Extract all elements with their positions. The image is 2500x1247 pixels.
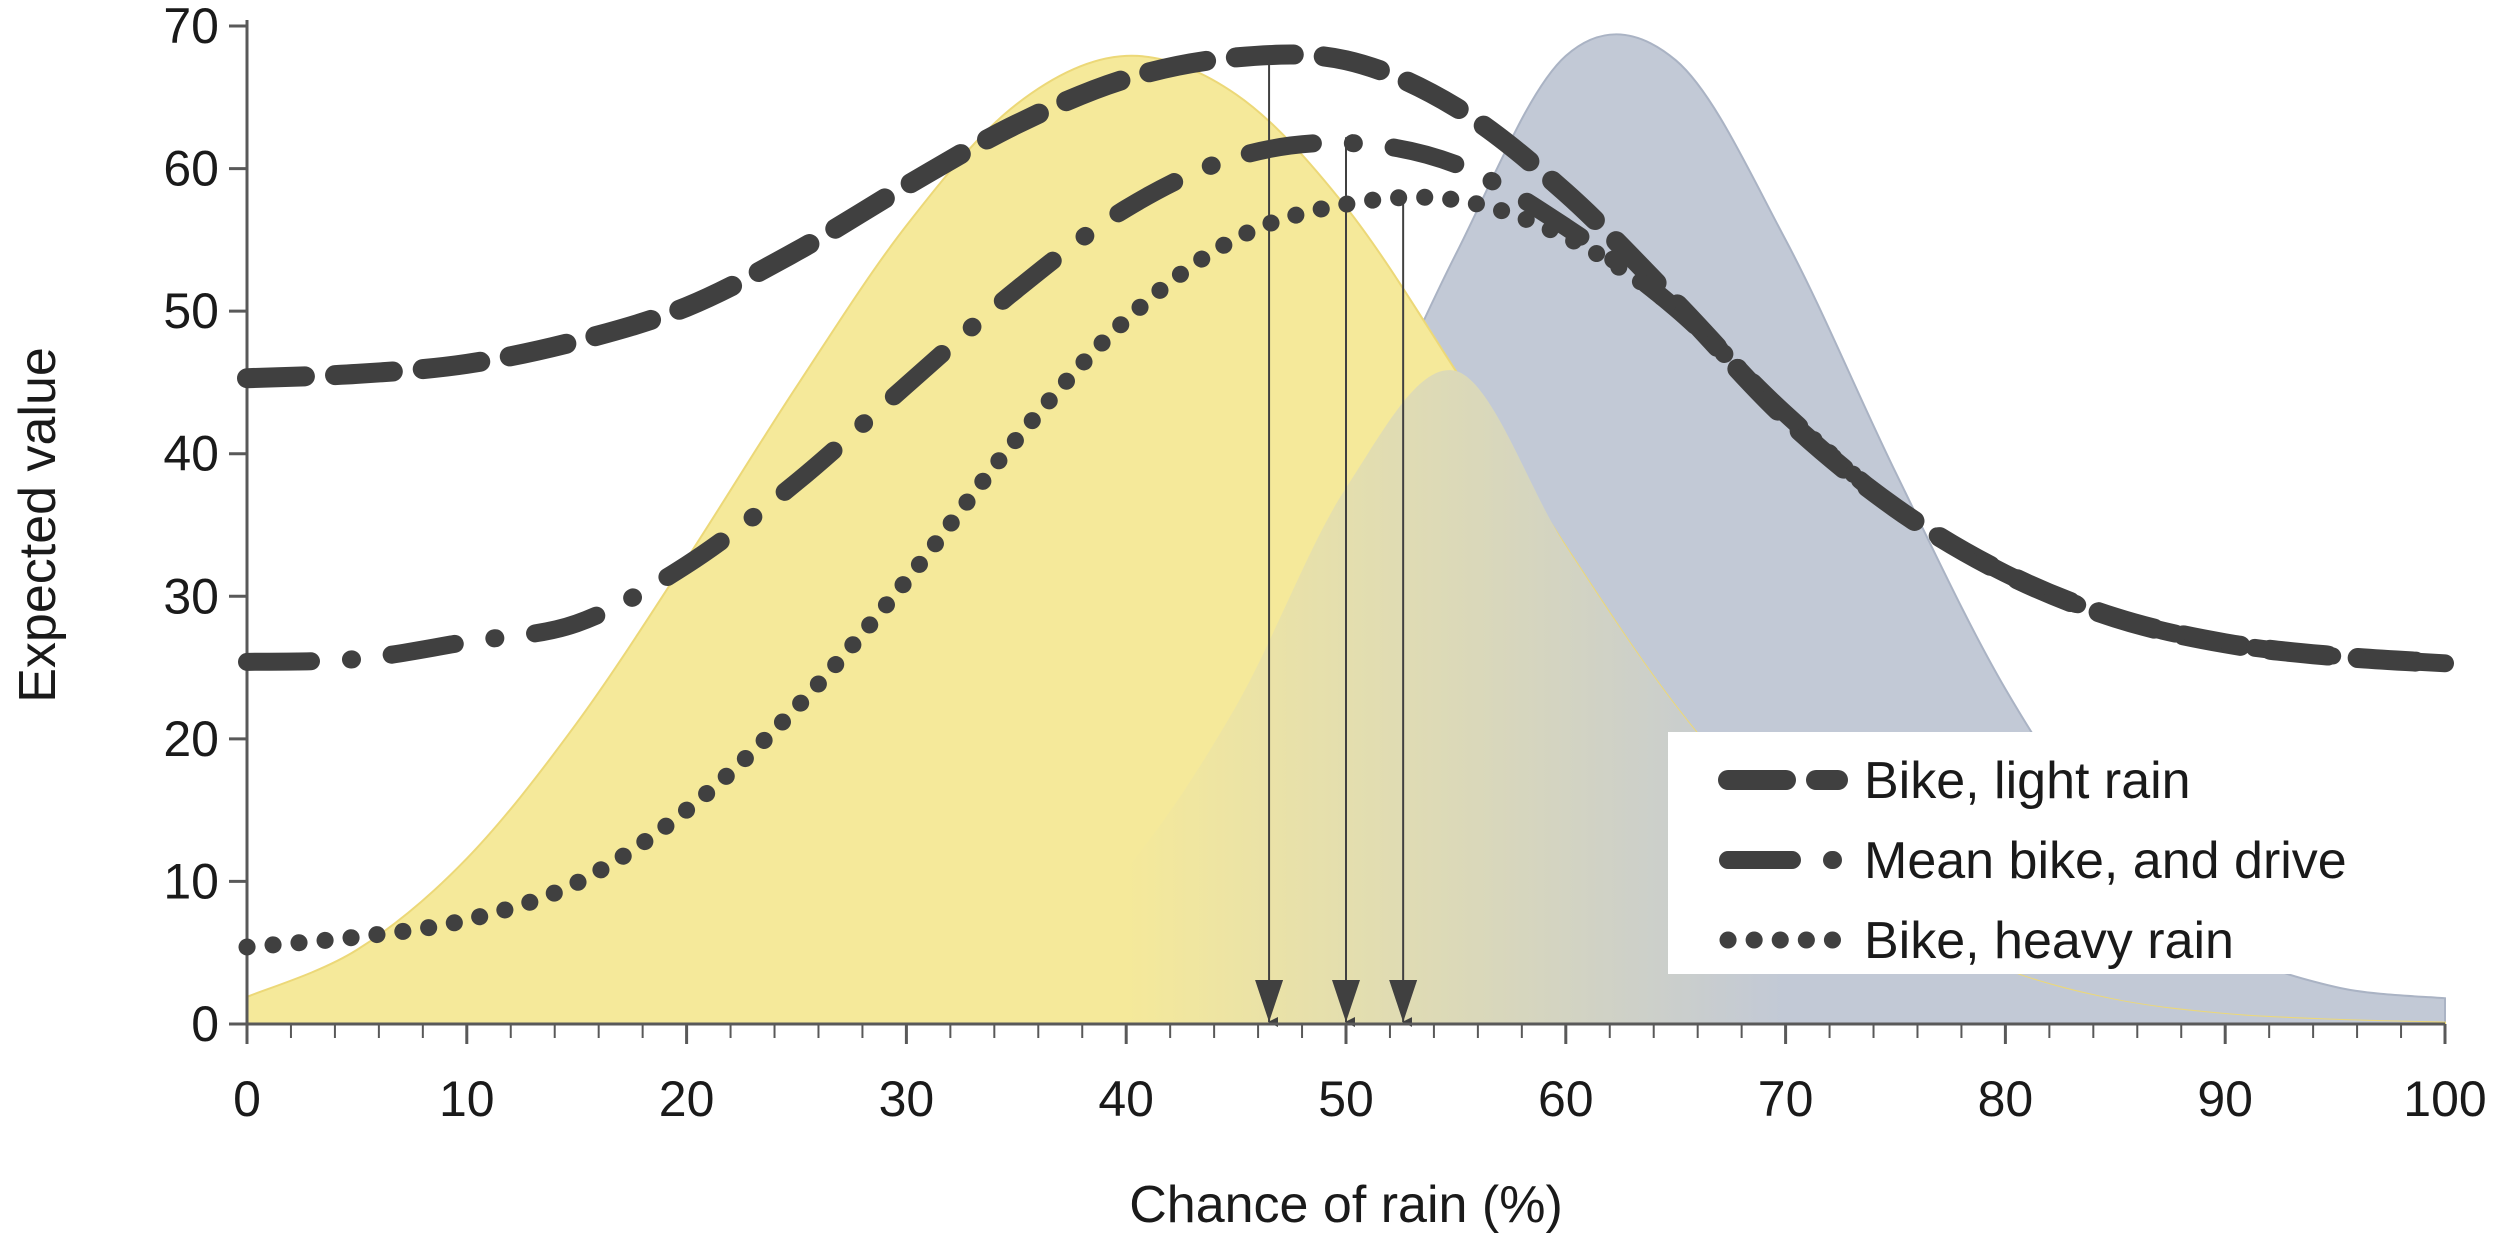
axes: 0 10 20 30 40 50 60 70 0 10 20 30 40 50 60 70 80 90 100: [163, 0, 2486, 1127]
x-tick-label: 70: [1758, 1071, 1814, 1127]
x-tick-label: 40: [1098, 1071, 1154, 1127]
y-tick-label: 70: [163, 0, 219, 54]
y-tick-label: 50: [163, 283, 219, 339]
y-tick-label: 60: [163, 141, 219, 197]
x-tick-label: 100: [2403, 1071, 2486, 1127]
x-tick-label: 80: [1978, 1071, 2034, 1127]
x-tick-label: 20: [659, 1071, 715, 1127]
annotation-arrowhead-1: [1255, 980, 1284, 1022]
annotation-arrowhead-3: [1389, 980, 1418, 1022]
y-tick-label: 30: [163, 568, 219, 624]
y-axis-title: Expected value: [9, 347, 67, 703]
legend: Bike, light rain Mean bike, and drive Bike…: [1668, 732, 2438, 974]
series-line-3: [238, 188, 2454, 956]
series-line-2: [238, 133, 2454, 673]
y-tick-label: 10: [163, 853, 219, 909]
x-tick-label: 0: [233, 1071, 261, 1127]
y-tick-label: 40: [163, 426, 219, 482]
legend-label-2: Mean bike, and drive: [1864, 832, 2347, 890]
series-lines: [237, 44, 2455, 956]
legend-label-3: Bike, heavy rain: [1864, 912, 2234, 970]
x-axis-title: Chance of rain (%): [1129, 1176, 1563, 1234]
x-tick-label: 50: [1318, 1071, 1374, 1127]
x-tick-label: 60: [1538, 1071, 1594, 1127]
x-tick-label: 90: [2197, 1071, 2253, 1127]
x-tick-label: 10: [439, 1071, 495, 1127]
annotation-arrowhead-2: [1332, 980, 1360, 1022]
y-tick-label: 20: [163, 711, 219, 767]
series-line-1: [237, 44, 2455, 674]
y-tick-label: 0: [191, 996, 219, 1052]
legend-label-1: Bike, light rain: [1864, 752, 2191, 810]
x-tick-label: 30: [879, 1071, 935, 1127]
